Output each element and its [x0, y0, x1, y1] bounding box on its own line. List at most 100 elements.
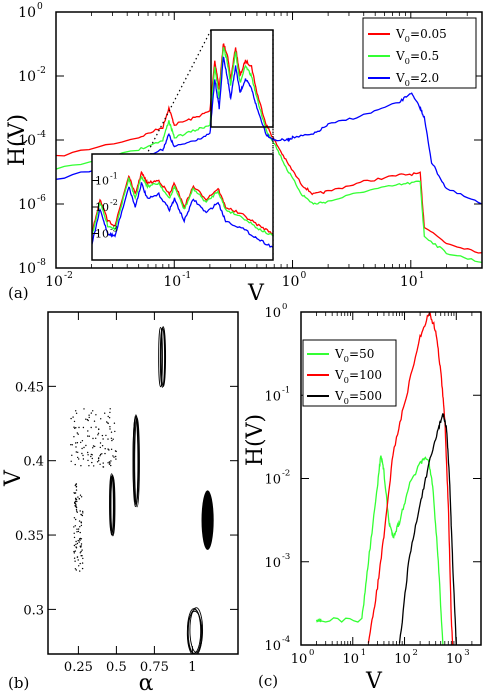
panel-b-point — [74, 427, 76, 429]
panel-a-x-tick-label: 10 — [282, 274, 300, 290]
panel-a-legend-label: V0=0.05 — [395, 27, 447, 44]
panel-b-point — [74, 525, 77, 527]
panel-b-point — [88, 416, 90, 419]
panel-b-point — [76, 528, 78, 530]
panel-b-point — [74, 568, 77, 570]
panel-b-point — [75, 412, 78, 414]
panel-a-legend-label: V0=2.0 — [395, 71, 439, 88]
panel-b-point — [115, 458, 117, 460]
panel-b-point — [80, 538, 83, 540]
panel-b-point — [77, 539, 79, 542]
panel-b-point — [82, 426, 85, 429]
panel-a-x-tick-exponent: 0 — [301, 271, 307, 281]
panel-b-point — [97, 458, 100, 460]
panel-b-point — [73, 557, 76, 559]
panel-b-point — [75, 497, 77, 499]
panel-a-x-tick-label: 10 — [163, 274, 181, 290]
panel-b-point — [107, 438, 109, 440]
panel-b-point — [78, 458, 80, 460]
panel-a-inset-series-line-0 — [92, 170, 273, 235]
panel-b-point — [77, 456, 79, 459]
panel-c-y-tick-label: 10 — [264, 556, 281, 571]
panel-c-legend-label: V0=50 — [334, 347, 374, 364]
panel-b-point — [110, 448, 113, 450]
panel-a-series-line-2 — [56, 56, 482, 205]
panel-c-y-tick-exponent: -2 — [282, 468, 290, 478]
panel-b-y-tick-label: 0.35 — [15, 529, 44, 544]
panel-b-point — [76, 531, 78, 533]
panel-b-orbit — [187, 609, 202, 654]
panel-b-point — [109, 428, 111, 430]
panel-c-y-tick-label: 10 — [264, 306, 281, 321]
panel-b-point — [108, 461, 111, 463]
panel-b-point — [113, 456, 115, 458]
panel-b-point — [73, 526, 75, 528]
panel-b-point — [75, 510, 78, 512]
panel-b-point — [75, 500, 77, 502]
panel-b-point — [85, 444, 87, 447]
panel-b-point — [109, 462, 111, 464]
panel-b-orbit — [189, 607, 204, 653]
panel-c-label: (c) — [258, 672, 278, 690]
panel-b: 0.25 0.5 0.75 1 0.3 0.35 0.4 0.45 V α (b) — [1, 311, 239, 694]
panel-a-inset-series — [92, 170, 273, 248]
panel-a-y-tick-label: 10 — [18, 261, 36, 277]
panel-a: 10-310-210-1 10 -2 10 -1 10 0 10 1 10-810-610-4… — [5, 2, 483, 306]
panel-b-point — [70, 417, 72, 420]
panel-b-y-tick-label: 0.3 — [23, 603, 44, 618]
panel-b-point — [92, 445, 95, 447]
panel-b-point — [82, 454, 84, 457]
panel-b-point — [99, 463, 101, 465]
panel-b-point — [74, 484, 77, 487]
panel-b-point — [102, 438, 104, 440]
panel-b-point — [71, 444, 74, 446]
panel-b-point — [87, 459, 89, 462]
panel-c-x-tick-label: 10 — [446, 652, 463, 667]
panel-b-point — [95, 437, 97, 439]
panel-b-point — [109, 411, 111, 414]
panel-b-point — [106, 421, 108, 423]
panel-b-point — [92, 447, 94, 449]
panel-b-point — [73, 420, 76, 423]
panel-b-point — [112, 438, 114, 440]
panel-a-inset-y-tick-exponent: -1 — [110, 172, 118, 181]
panel-c-ylabel: H(V) — [243, 414, 268, 466]
panel-b-point — [104, 412, 106, 414]
panel-b-point — [75, 442, 77, 444]
panel-b-point — [85, 418, 87, 420]
panel-a-series — [56, 43, 482, 264]
panel-a-y-tick-exponent: -2 — [37, 66, 46, 76]
panel-b-point — [109, 408, 111, 410]
panel-b-orbit — [110, 474, 115, 536]
panel-b-point — [110, 431, 113, 433]
panel-b-point — [91, 457, 94, 460]
panel-a-y-tick-exponent: -6 — [37, 194, 46, 204]
panel-b-point — [74, 550, 77, 552]
panel-a-inset-y-tick-exponent: -2 — [110, 198, 118, 207]
panel-b-point — [75, 489, 78, 491]
panel-b-point — [78, 541, 80, 543]
panel-b-x-ticks: 0.25 0.5 0.75 1 — [64, 312, 197, 675]
panel-b-point — [90, 412, 93, 414]
panel-b-xlabel: α — [139, 671, 154, 694]
panel-b-point — [110, 437, 113, 439]
panel-b-point — [104, 452, 106, 455]
panel-a-x-tick-label: 10 — [400, 274, 418, 290]
panel-b-point — [78, 426, 80, 429]
panel-b-point — [104, 448, 106, 450]
panel-b-point — [81, 514, 84, 517]
panel-b-point — [80, 465, 82, 467]
panel-b-point — [77, 528, 80, 530]
panel-b-point — [101, 434, 104, 437]
panel-b-point — [74, 463, 76, 466]
panel-b-x-tick-label: 1 — [188, 660, 196, 675]
panel-b-point — [90, 426, 92, 429]
panel-b-y-tick-label: 0.4 — [23, 455, 44, 470]
panel-a-xlabel: V — [247, 281, 265, 306]
panel-b-point — [76, 432, 79, 434]
panel-b-point — [75, 427, 77, 429]
panel-a-x-ticks: 10 -2 10 -1 10 0 10 1 — [45, 12, 483, 290]
panel-a-y-tick-label: 10 — [18, 133, 36, 149]
panel-a-y-tick-exponent: -4 — [37, 130, 46, 140]
